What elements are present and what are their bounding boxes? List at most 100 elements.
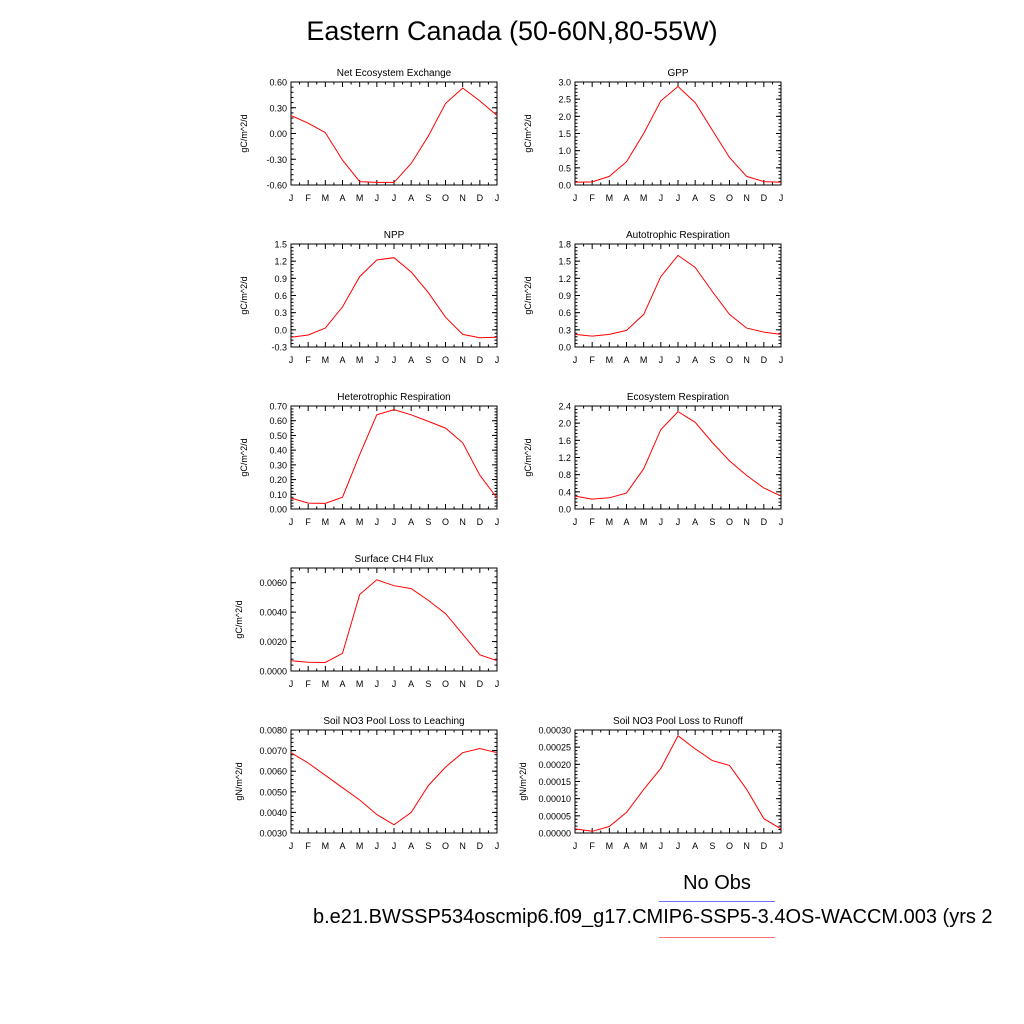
x-tick-label: O bbox=[726, 193, 733, 203]
legend-model-line bbox=[659, 937, 775, 938]
panel-title: Ecosystem Respiration bbox=[627, 392, 729, 403]
y-tick-label: 0.00020 bbox=[538, 760, 571, 770]
x-tick-label: J bbox=[779, 355, 784, 365]
x-tick-label: A bbox=[692, 355, 698, 365]
x-tick-label: D bbox=[477, 193, 484, 203]
x-tick-label: J bbox=[289, 193, 294, 203]
legend-no-obs-label: No Obs bbox=[683, 872, 751, 894]
x-tick-label: D bbox=[477, 517, 484, 527]
y-tick-label: -0.30 bbox=[266, 155, 287, 165]
plot-frame bbox=[290, 81, 498, 186]
x-tick-label: J bbox=[676, 355, 681, 365]
x-tick-label: N bbox=[459, 841, 466, 851]
x-tick-label: J bbox=[392, 679, 397, 689]
x-tick-label: J bbox=[289, 355, 294, 365]
y-tick-label: 3.0 bbox=[558, 78, 571, 88]
y-axis-label: gC/m^2/d bbox=[523, 438, 533, 476]
x-tick-label: D bbox=[761, 193, 768, 203]
y-tick-label: 0.0050 bbox=[259, 787, 287, 797]
x-tick-label: O bbox=[726, 517, 733, 527]
y-tick-label: 0.60 bbox=[269, 78, 287, 88]
y-tick-label: 0.30 bbox=[269, 103, 287, 113]
x-tick-label: A bbox=[623, 193, 629, 203]
x-tick-label: J bbox=[659, 193, 664, 203]
x-tick-label: M bbox=[356, 679, 364, 689]
y-tick-label: 0.0040 bbox=[259, 608, 287, 618]
x-tick-label: N bbox=[743, 517, 750, 527]
plot-frame bbox=[290, 243, 498, 348]
x-tick-label: J bbox=[289, 679, 294, 689]
panel-title: Autotrophic Respiration bbox=[626, 230, 730, 241]
plot-frame bbox=[290, 405, 498, 510]
panel-title: Soil NO3 Pool Loss to Runoff bbox=[613, 716, 743, 727]
x-tick-label: J bbox=[573, 517, 578, 527]
y-tick-label: 0.00015 bbox=[538, 777, 571, 787]
y-tick-label: 0.0020 bbox=[259, 637, 287, 647]
figure-title: Eastern Canada (50-60N,80-55W) bbox=[306, 16, 718, 46]
x-tick-label: M bbox=[606, 355, 614, 365]
x-tick-label: N bbox=[459, 355, 466, 365]
x-tick-label: M bbox=[606, 193, 614, 203]
x-tick-label: J bbox=[573, 841, 578, 851]
x-tick-label: J bbox=[495, 355, 500, 365]
x-tick-label: J bbox=[392, 841, 397, 851]
x-tick-label: M bbox=[640, 841, 648, 851]
x-tick-label: D bbox=[477, 679, 484, 689]
x-tick-label: N bbox=[459, 517, 466, 527]
x-tick-label: A bbox=[339, 355, 345, 365]
y-tick-label: 0.0060 bbox=[259, 578, 287, 588]
y-axis-label: gC/m^2/d bbox=[234, 600, 244, 638]
y-tick-label: 0.50 bbox=[269, 431, 287, 441]
panel-title: GPP bbox=[667, 68, 688, 79]
x-tick-label: A bbox=[339, 193, 345, 203]
y-tick-label: 0.3 bbox=[274, 308, 287, 318]
x-tick-label: M bbox=[322, 841, 330, 851]
series-line bbox=[574, 410, 782, 500]
y-tick-label: 0.10 bbox=[269, 490, 287, 500]
x-tick-label: O bbox=[442, 517, 449, 527]
y-tick-label: 1.2 bbox=[558, 274, 571, 284]
y-tick-label: 0.70 bbox=[269, 402, 287, 412]
x-tick-label: A bbox=[623, 355, 629, 365]
x-tick-label: D bbox=[477, 355, 484, 365]
x-tick-label: M bbox=[640, 517, 648, 527]
panel-title: Soil NO3 Pool Loss to Leaching bbox=[323, 716, 464, 727]
x-tick-label: N bbox=[459, 193, 466, 203]
y-tick-label: 0.0 bbox=[558, 343, 571, 353]
x-tick-label: S bbox=[425, 679, 431, 689]
panel-title: Heterotrophic Respiration bbox=[337, 392, 450, 403]
x-tick-label: J bbox=[659, 517, 664, 527]
x-tick-label: J bbox=[779, 193, 784, 203]
series-line bbox=[290, 747, 498, 826]
x-tick-label: F bbox=[305, 841, 311, 851]
x-tick-label: M bbox=[322, 193, 330, 203]
x-tick-label: J bbox=[495, 193, 500, 203]
x-tick-label: F bbox=[305, 193, 311, 203]
x-tick-label: A bbox=[623, 841, 629, 851]
x-tick-label: F bbox=[589, 841, 595, 851]
x-tick-label: S bbox=[709, 841, 715, 851]
x-tick-label: F bbox=[589, 355, 595, 365]
x-tick-label: O bbox=[726, 355, 733, 365]
y-tick-label: 0.0 bbox=[274, 325, 287, 335]
x-tick-label: J bbox=[289, 517, 294, 527]
x-tick-label: O bbox=[442, 355, 449, 365]
y-tick-label: 1.2 bbox=[558, 453, 571, 463]
x-tick-label: N bbox=[743, 841, 750, 851]
x-tick-label: J bbox=[392, 517, 397, 527]
panel-title: Surface CH4 Flux bbox=[355, 554, 434, 565]
x-tick-label: A bbox=[408, 193, 414, 203]
x-tick-label: S bbox=[425, 193, 431, 203]
y-tick-label: 0.20 bbox=[269, 475, 287, 485]
x-tick-label: A bbox=[339, 517, 345, 527]
y-tick-label: 0.6 bbox=[274, 291, 287, 301]
y-tick-label: 0.0070 bbox=[259, 746, 287, 756]
y-tick-label: 1.2 bbox=[274, 257, 287, 267]
y-axis-label: gC/m^2/d bbox=[239, 276, 249, 314]
x-tick-label: O bbox=[726, 841, 733, 851]
x-tick-label: J bbox=[375, 193, 380, 203]
